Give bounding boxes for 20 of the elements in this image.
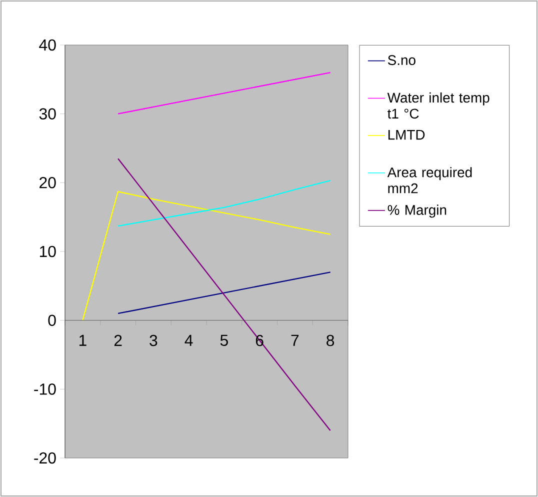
x-tick-label: 2 [114, 334, 122, 346]
y-tick-label: -10 [34, 384, 56, 395]
x-tick-label: 3 [150, 334, 158, 346]
x-tick-label: 5 [220, 334, 228, 346]
y-tick-label: 40 [39, 39, 56, 51]
legend-label: S.no [388, 55, 416, 66]
x-tick-label: 1 [79, 334, 86, 346]
y-tick-label: -20 [34, 452, 56, 464]
line-series [117, 180, 331, 227]
y-tick-label: 30 [39, 108, 56, 120]
legend-label: Water inlet temp t1 °C [387, 92, 490, 119]
x-tick-label: 7 [291, 334, 299, 346]
legend-label: Area required mm2 [387, 167, 472, 194]
y-tick-label: 20 [40, 177, 56, 188]
x-tick-label: 8 [326, 334, 334, 346]
y-tick-label: 10 [40, 246, 56, 258]
legend-label: LMTD [388, 130, 425, 140]
y-tick-label: 0 [48, 314, 56, 326]
x-tick-label: 4 [184, 334, 193, 346]
legend-label: % Margin [388, 204, 446, 218]
